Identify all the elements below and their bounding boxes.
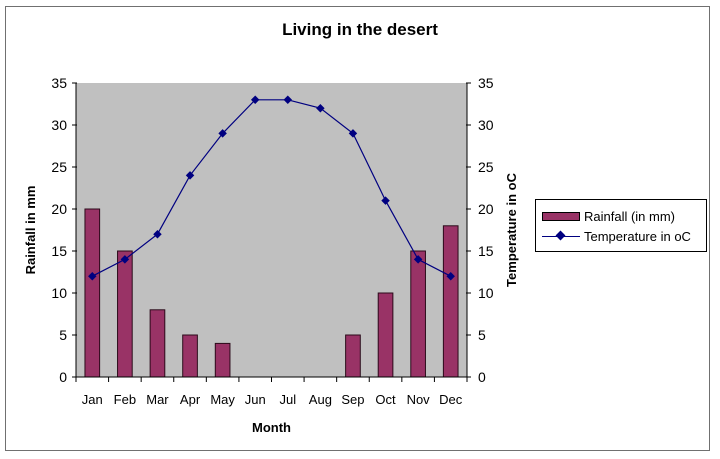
bar-swatch-icon <box>542 211 580 221</box>
y-tick-label: 35 <box>51 75 67 91</box>
x-tick-label: Nov <box>407 392 431 407</box>
legend-label: Rainfall (in mm) <box>584 208 676 224</box>
y2-axis-title: Temperature in oC <box>504 172 519 287</box>
y-tick-label: 0 <box>59 369 67 385</box>
x-tick-label: Dec <box>439 392 463 407</box>
y2-tick-label: 10 <box>478 285 494 301</box>
rainfall-bar <box>149 309 166 378</box>
x-tick-label: Oct <box>375 392 396 407</box>
temperature-marker <box>153 229 162 239</box>
x-axis-title: Month <box>252 420 291 435</box>
chart-legend: Rainfall (in mm) Temperature in oC <box>535 199 707 252</box>
x-tick-label: Mar <box>146 392 169 407</box>
y-axis-title: Rainfall in mm <box>23 186 38 275</box>
y-tick-label: 30 <box>51 117 67 133</box>
legend-item-temperature: Temperature in oC <box>542 227 691 245</box>
temperature-marker <box>348 129 358 138</box>
temperature-marker <box>413 255 423 264</box>
legend-label: Temperature in oC <box>584 228 691 244</box>
legend-item-rainfall: Rainfall (in mm) <box>542 207 675 225</box>
temperature-line <box>92 99 451 277</box>
rainfall-bar <box>84 208 101 378</box>
temperature-marker <box>316 103 325 113</box>
x-tick-label: Jul <box>279 392 296 407</box>
x-tick-label: Sep <box>341 392 364 407</box>
y-tick-label: 25 <box>51 159 67 175</box>
y2-tick-label: 20 <box>478 201 494 217</box>
temperature-marker <box>218 129 227 138</box>
x-tick-label: May <box>210 392 235 407</box>
temperature-marker <box>446 271 455 281</box>
temperature-marker <box>120 255 130 264</box>
rainfall-bar <box>345 334 361 378</box>
rainfall-bar <box>377 292 394 378</box>
chart-title: Living in the desert <box>282 20 438 39</box>
y-tick-label: 5 <box>59 327 67 343</box>
x-tick-label: Aug <box>309 392 332 407</box>
y-tick-label: 20 <box>51 201 67 217</box>
temperature-marker <box>381 196 390 205</box>
temperature-marker <box>185 171 195 180</box>
line-marker-swatch-icon <box>542 231 580 241</box>
temperature-marker <box>88 271 97 281</box>
y-tick-label: 10 <box>51 285 67 301</box>
plot-area <box>76 83 467 377</box>
rainfall-bar <box>117 250 133 378</box>
rainfall-bar <box>182 334 198 378</box>
temperature-marker <box>283 95 293 105</box>
rainfall-bar <box>410 250 426 378</box>
y2-tick-label: 0 <box>478 369 486 385</box>
x-tick-label: Apr <box>180 392 201 407</box>
y2-tick-label: 5 <box>478 327 486 343</box>
rainfall-bar <box>214 342 231 378</box>
y2-tick-label: 35 <box>478 75 494 91</box>
y2-tick-label: 15 <box>478 243 494 259</box>
x-tick-label: Jun <box>245 392 266 407</box>
x-tick-label: Feb <box>114 392 136 407</box>
x-tick-label: Jan <box>82 392 103 407</box>
y2-tick-label: 25 <box>478 159 494 175</box>
y2-tick-label: 30 <box>478 117 494 133</box>
y-tick-label: 15 <box>51 243 67 259</box>
rainfall-bar <box>442 225 459 378</box>
